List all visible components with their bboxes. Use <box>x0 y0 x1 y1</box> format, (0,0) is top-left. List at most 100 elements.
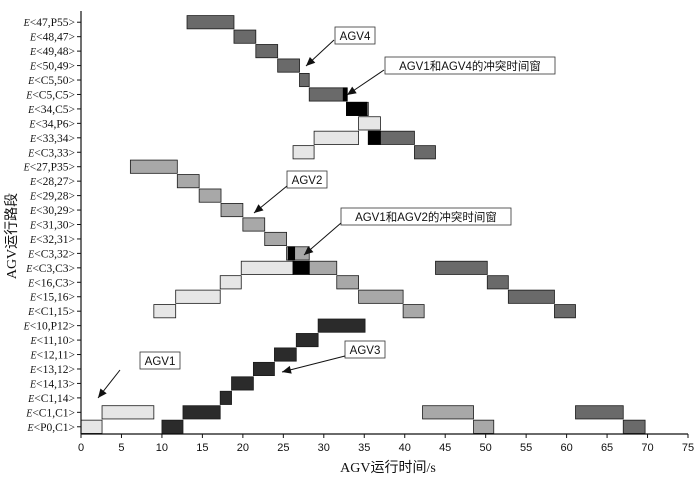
annotation-box-5 <box>340 207 512 226</box>
axes-layer: 0 5 10 15 20 25 30 35 40 45 50 55 60 65 70 75 E<P0,C1> E<… <box>23 11 694 454</box>
annotation-arrowhead-2 <box>282 365 292 374</box>
x-tick-label-5: 5 <box>118 442 124 454</box>
agv1-bar-8 <box>358 116 381 131</box>
agv2-bar-9 <box>358 289 404 304</box>
x-tick-label-20: 20 <box>237 442 249 454</box>
x-tick-label-70: 70 <box>641 442 653 454</box>
x-axis-title: AGV运行时间/s <box>340 460 436 476</box>
conflict-window-bar-3 <box>287 246 296 261</box>
agv1-bar-6 <box>292 145 315 160</box>
y-tick-label-8: E<C1,15> <box>27 306 75 318</box>
annotation-1: AGV2 <box>253 170 328 214</box>
y-tick-label-18: E<27,P35> <box>23 162 75 174</box>
y-tick-label-15: E<30,29> <box>29 205 75 217</box>
agv3-bar-4 <box>252 361 275 377</box>
agv4-bar-8 <box>414 145 436 160</box>
x-tick-label-40: 40 <box>399 442 411 454</box>
y-tick-label-2: E<C1,14> <box>27 393 75 405</box>
annotation-label-0: AGV1 <box>145 356 176 368</box>
agv1-bar-5 <box>240 260 294 275</box>
annotation-label-1: AGV2 <box>292 175 323 187</box>
agv1-bar-2 <box>153 304 177 319</box>
agv2-bar-1 <box>176 174 200 189</box>
bars-layer <box>80 15 646 434</box>
agv1-bar-3 <box>175 289 221 304</box>
agv3-bar-6 <box>295 333 319 348</box>
annotation-box-1 <box>286 170 328 189</box>
y-tick-label-7: E<10,P12> <box>23 321 75 333</box>
x-tick-label-30: 30 <box>318 442 330 454</box>
y-tick-label-12: E<C3,32> <box>27 248 75 260</box>
annotation-4: AGV1和AGV4的冲突时间窗 <box>346 56 556 96</box>
x-tick-label-10: 10 <box>156 442 168 454</box>
y-tick-label-14: E<31,30> <box>29 220 75 232</box>
y-tick-label-21: E<34,P6> <box>28 118 75 130</box>
y-tick-label-6: E<11,10> <box>29 335 75 347</box>
annotation-box-0 <box>139 351 181 370</box>
conflict-window-bar-2 <box>367 130 381 145</box>
x-tick-label-45: 45 <box>439 442 451 454</box>
annotation-3: AGV4 <box>305 26 376 67</box>
agv4-bar-4 <box>299 72 310 88</box>
x-tick-label-50: 50 <box>480 442 492 454</box>
agv4-bar-13 <box>575 405 624 420</box>
annotation-label-2: AGV3 <box>350 345 381 357</box>
annotation-arrowhead-0 <box>98 388 107 398</box>
y-tick-label-23: E<C5,C5> <box>25 89 75 101</box>
agv4-bar-9 <box>435 260 488 275</box>
y-tick-label-13: E<32,31> <box>29 234 75 246</box>
agv2-bar-5 <box>264 231 287 246</box>
annotation-0: AGV1 <box>97 351 181 399</box>
agv2-bar-0 <box>129 159 178 174</box>
agv4-bar-0 <box>186 15 235 30</box>
y-tick-label-4: E<13,12> <box>29 364 75 376</box>
y-tick-label-3: E<14,13> <box>29 378 75 390</box>
annotation-label-5: AGV1和AGV2的冲突时间窗 <box>355 210 497 224</box>
x-tick-label-60: 60 <box>560 442 572 454</box>
agv1-bar-0 <box>80 419 103 434</box>
annotation-2: AGV3 <box>281 340 386 374</box>
x-tick-label-55: 55 <box>520 442 532 454</box>
x-tick-label-75: 75 <box>682 442 694 454</box>
agv1-bar-7 <box>313 130 360 145</box>
y-tick-label-11: E<C3,C3> <box>25 263 75 275</box>
agv3-bar-3 <box>231 376 254 391</box>
annotations-layer: AGV1 AGV2 AGV3 AGV4 AGV1和AGV4的冲突时间窗 AGV1和AGV2… <box>97 26 556 399</box>
annotation-box-3 <box>334 26 376 45</box>
agv2-bar-12 <box>473 419 495 434</box>
agv2-bar-7 <box>308 260 338 275</box>
y-tick-label-0: E<P0,C1> <box>26 422 75 434</box>
agv4-bar-2 <box>255 44 279 59</box>
y-tick-label-24: E<C5,50> <box>27 75 75 87</box>
y-tick-label-17: E<28,27> <box>29 176 75 188</box>
agv2-bar-4 <box>242 217 266 232</box>
y-tick-label-25: E<50,49> <box>29 61 75 73</box>
y-tick-label-16: E<29,28> <box>29 191 75 203</box>
y-tick-label-1: E<C1,C1> <box>25 407 75 419</box>
agv3-bar-2 <box>219 390 232 405</box>
agv1-bar-1 <box>101 405 155 420</box>
y-tick-label-5: E<12,11> <box>29 350 75 362</box>
annotation-box-2 <box>344 340 386 359</box>
annotation-arrow-line-2 <box>281 355 346 373</box>
agv3-bar-1 <box>182 405 221 420</box>
x-tick-label-15: 15 <box>196 442 208 454</box>
annotation-box-4 <box>384 56 556 75</box>
x-tick-label-0: 0 <box>78 442 84 454</box>
y-tick-label-20: E<33,34> <box>29 133 75 145</box>
agv4-bar-1 <box>233 29 257 44</box>
agv2-bar-3 <box>220 203 244 218</box>
x-tick-label-25: 25 <box>277 442 289 454</box>
annotation-arrowhead-1 <box>254 204 264 213</box>
y-tick-label-19: E<C3,33> <box>27 147 75 159</box>
agv4-bar-14 <box>622 419 646 434</box>
annotation-5: AGV1和AGV2的冲突时间窗 <box>303 207 512 256</box>
agv3-bar-0 <box>161 419 184 434</box>
agv4-bar-10 <box>486 275 509 290</box>
x-tick-label-35: 35 <box>358 442 370 454</box>
agv2-bar-11 <box>422 405 474 420</box>
x-tick-label-65: 65 <box>601 442 613 454</box>
y-tick-label-28: E<47,P55> <box>23 17 75 29</box>
